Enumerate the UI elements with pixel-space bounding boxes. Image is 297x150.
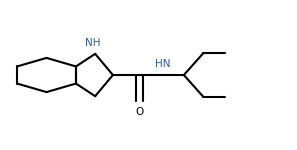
Text: NH: NH: [85, 38, 101, 48]
Text: O: O: [135, 107, 144, 117]
Text: HN: HN: [155, 59, 171, 69]
